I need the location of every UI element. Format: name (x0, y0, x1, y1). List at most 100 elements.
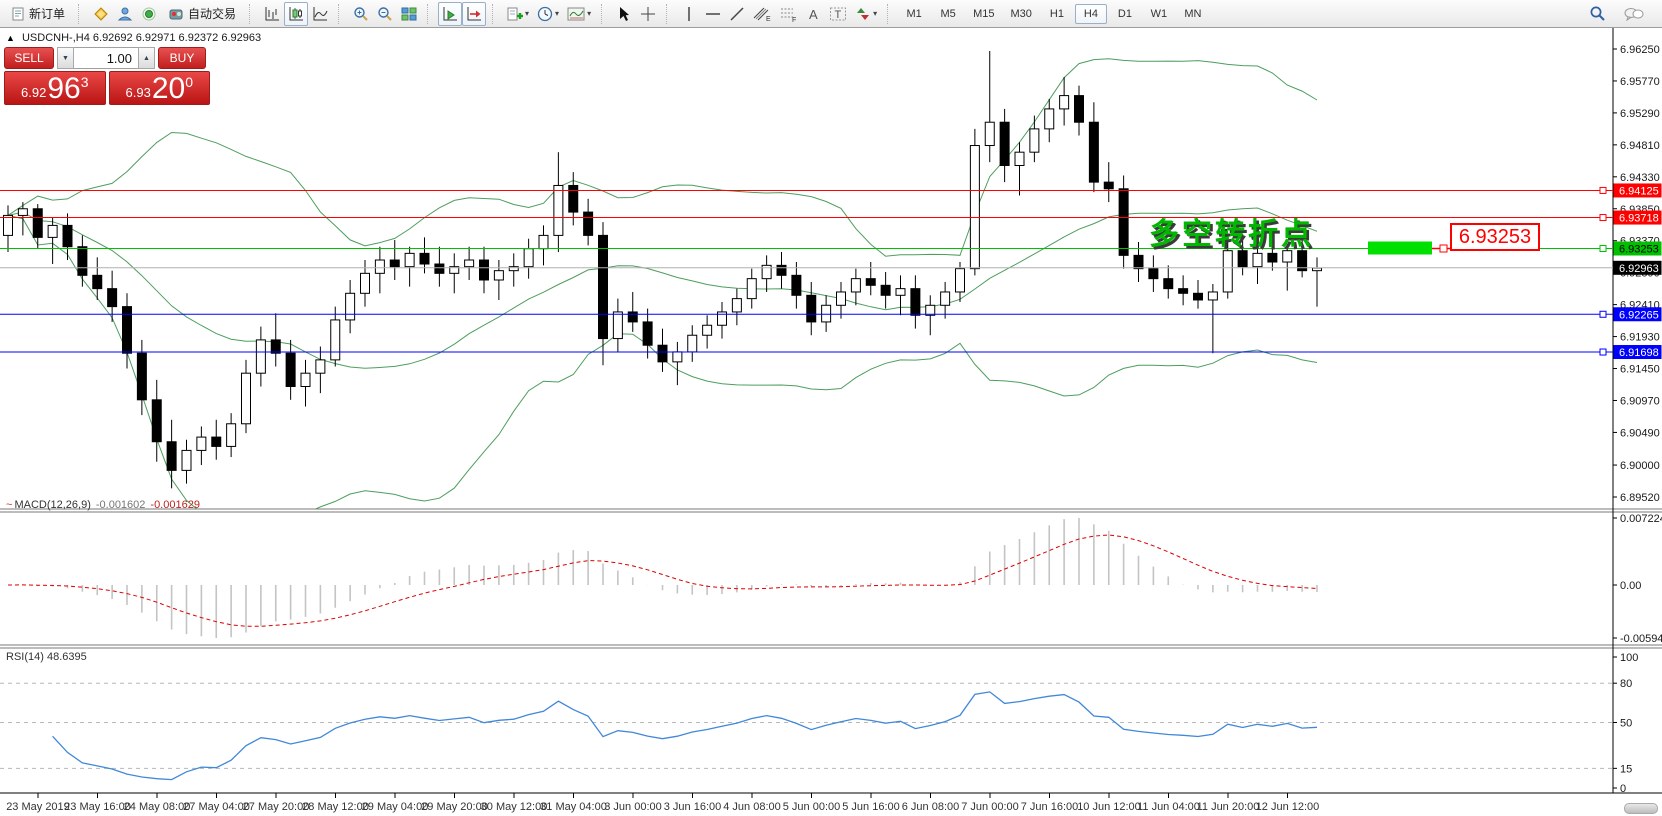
level-line-marker[interactable] (1599, 348, 1607, 356)
timeframe-group: M1 M5 M15 M30 H1 H4 D1 W1 MN (898, 3, 1209, 24)
annotation-connector-marker (1439, 244, 1448, 253)
line-chart-icon (313, 6, 328, 20)
level-price-badge-label: 6.91698 (1619, 347, 1659, 359)
annotation-price-box[interactable]: 6.93253 (1450, 223, 1540, 251)
auto-scroll-icon (443, 6, 458, 20)
level-line-marker[interactable] (1599, 245, 1607, 253)
timeframe-h4[interactable]: H4 (1074, 3, 1107, 24)
timeframe-m15[interactable]: M15 (966, 4, 1001, 24)
indicators-button[interactable]: ▾ (503, 2, 533, 26)
candle-bearish (627, 311, 638, 323)
chart-canvas[interactable]: 6.96250 6.95770 6.95290 6.94810 6.94330 6.93 8… (0, 28, 1662, 816)
volume-input[interactable] (74, 47, 138, 69)
candle-bullish (687, 334, 698, 353)
tile-windows-button[interactable] (397, 2, 421, 26)
trade-panel-prices: 6.92 96 3 6.93 20 0 (4, 71, 210, 105)
candle-bullish (1029, 128, 1040, 153)
horizontal-line-button[interactable] (701, 2, 725, 26)
line-chart-button[interactable] (308, 2, 332, 26)
level-line-marker[interactable] (1599, 214, 1607, 222)
time-axis-label: 5 Jun 00:00 (783, 801, 841, 813)
candle-bullish (404, 252, 415, 268)
toolbar-separator (666, 3, 673, 24)
sell-button[interactable]: SELL (4, 47, 54, 69)
candle-bearish (136, 352, 147, 401)
candle-bullish (761, 264, 772, 280)
vertical-line-button[interactable] (677, 2, 701, 26)
annotation-text[interactable]: 多空转折点 (1149, 218, 1314, 251)
tile-windows-icon (401, 7, 417, 20)
toolbar-separator (427, 3, 434, 24)
auto-trading-button[interactable]: 自动交易 (161, 2, 243, 26)
annotation-highlight-bar[interactable] (1368, 241, 1432, 255)
arrows-button[interactable]: ▾ (851, 2, 881, 26)
horizontal-line-icon (706, 12, 721, 15)
new-order-button[interactable]: 新订单 (4, 2, 72, 26)
collapse-panel-icon[interactable]: ▲ (6, 33, 15, 43)
candle-bullish (464, 259, 475, 268)
rsi-axis-label: 80 (1620, 678, 1632, 690)
volume-decrease-button[interactable]: ▼ (57, 47, 74, 69)
bar-chart-button[interactable] (260, 2, 284, 26)
timeframe-w1[interactable]: W1 (1143, 4, 1175, 24)
candle-bearish (62, 224, 73, 248)
candle-bullish (508, 266, 519, 272)
symbol-period-label: USDCNH-,H4 (21, 32, 90, 44)
time-axis-label: 3 Jun 00:00 (604, 801, 662, 813)
zoom-in-button[interactable] (349, 2, 373, 26)
search-icon (1590, 6, 1605, 21)
price-tick-label: 6.90970 (1620, 395, 1660, 407)
timeframe-d1[interactable]: D1 (1109, 4, 1141, 24)
buy-price-button[interactable]: 6.93 20 0 (108, 71, 210, 105)
chart-shift-button[interactable] (462, 1, 487, 26)
auto-scroll-button[interactable] (438, 1, 463, 26)
candle-bearish (32, 208, 43, 238)
fibonacci-button[interactable]: F (775, 2, 801, 26)
cursor-button[interactable] (612, 2, 636, 26)
candle-bullish (925, 304, 936, 316)
gold-button[interactable] (89, 2, 113, 26)
templates-button[interactable]: ▾ (563, 2, 595, 26)
text-label-button[interactable]: T (825, 2, 851, 26)
search-button[interactable] (1585, 2, 1610, 26)
timeframe-m5[interactable]: M5 (932, 4, 964, 24)
timeframe-h1[interactable]: H1 (1041, 4, 1073, 24)
text-button[interactable]: A (801, 2, 825, 26)
bollinger-middle-band (7, 207, 1318, 369)
crosshair-button[interactable] (636, 2, 660, 26)
timeframe-m1[interactable]: M1 (898, 4, 930, 24)
candle-bearish (880, 284, 891, 296)
candle-bullish (969, 145, 980, 270)
channel-button[interactable]: E (749, 2, 775, 26)
candle-bearish (434, 263, 445, 274)
volume-increase-button[interactable]: ▲ (138, 47, 155, 69)
sell-price-button[interactable]: 6.92 96 3 (4, 71, 106, 105)
level-price-badge-label: 6.94125 (1619, 185, 1659, 197)
time-axis-label: 7 Jun 00:00 (961, 801, 1019, 813)
chevron-down-icon: ▾ (525, 9, 530, 18)
candle-bullish (374, 259, 385, 274)
candle-bullish (360, 272, 370, 294)
zoom-out-button[interactable] (373, 2, 397, 26)
resize-grip[interactable] (1624, 803, 1658, 814)
candle-bearish (285, 352, 296, 387)
candle-bullish (523, 248, 534, 268)
candlestick-chart-button[interactable] (284, 1, 309, 26)
candle-bearish (1088, 121, 1099, 183)
trendline-button[interactable] (725, 2, 749, 26)
profile-button[interactable] (113, 2, 137, 26)
candle-bullish (1014, 151, 1025, 166)
periods-button[interactable]: ▾ (533, 2, 563, 26)
chat-button[interactable] (1620, 2, 1648, 26)
timeframe-m30[interactable]: M30 (1004, 4, 1039, 24)
timeframe-mn[interactable]: MN (1177, 4, 1209, 24)
candle-bearish (642, 321, 653, 346)
buy-button[interactable]: BUY (158, 47, 206, 69)
level-line-marker[interactable] (1599, 310, 1607, 318)
candle-bullish (746, 278, 757, 300)
price-tick-label: 6.91930 (1620, 332, 1660, 344)
level-line-marker[interactable] (1599, 186, 1607, 194)
candle-bullish (1282, 250, 1293, 263)
signal-button[interactable] (137, 2, 161, 26)
